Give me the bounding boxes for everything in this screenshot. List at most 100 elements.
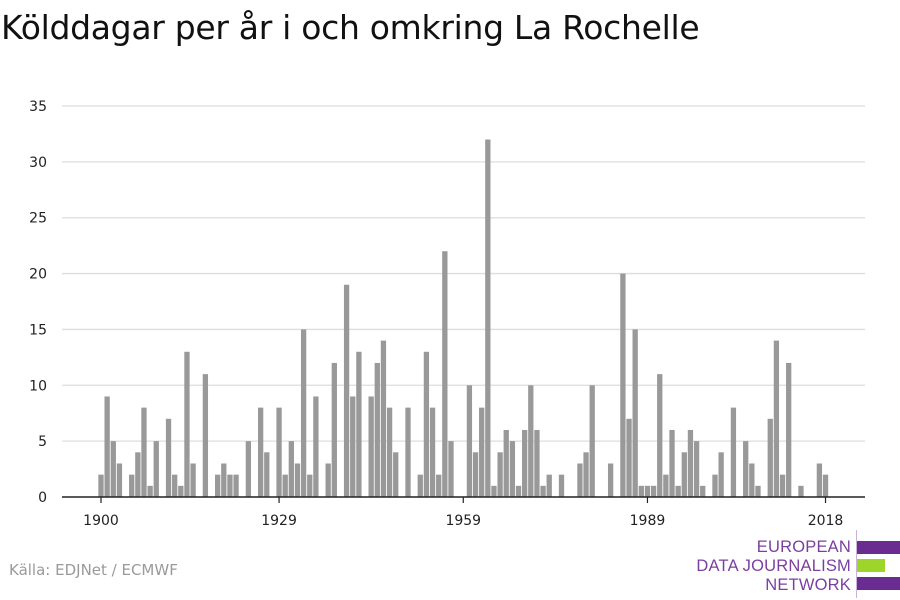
bar xyxy=(607,463,614,497)
bar xyxy=(816,463,823,497)
bar xyxy=(165,418,172,497)
bar xyxy=(798,485,804,497)
bar xyxy=(472,452,479,497)
y-tick-label: 5 xyxy=(38,434,47,450)
bar xyxy=(589,385,595,497)
bar xyxy=(779,474,786,497)
bar xyxy=(755,485,761,497)
bar xyxy=(583,452,589,497)
bar xyxy=(693,441,700,497)
bar xyxy=(307,474,313,497)
bar xyxy=(215,474,221,497)
bar xyxy=(202,374,209,497)
bar xyxy=(466,385,473,497)
bar xyxy=(325,463,331,497)
y-tick-label: 15 xyxy=(29,322,47,338)
bar xyxy=(227,474,233,497)
bar xyxy=(669,429,675,497)
y-tick-label: 20 xyxy=(29,267,47,283)
bar xyxy=(681,452,687,497)
bar xyxy=(129,474,135,497)
bar xyxy=(257,407,264,497)
bar xyxy=(135,452,141,497)
bar xyxy=(350,396,356,497)
bar xyxy=(276,407,282,497)
bar xyxy=(343,284,350,497)
logo-line-network: NETWORK xyxy=(765,576,851,594)
bar xyxy=(245,441,252,497)
bar xyxy=(264,452,270,497)
bar xyxy=(368,396,374,497)
bar xyxy=(638,485,644,497)
bar xyxy=(620,273,626,497)
y-tick-label: 10 xyxy=(29,378,47,394)
bar xyxy=(300,329,307,497)
bar xyxy=(436,474,442,497)
bar xyxy=(172,474,178,497)
x-tick-label: 1959 xyxy=(445,513,481,529)
bar xyxy=(650,485,657,497)
bar xyxy=(718,452,724,497)
source-note: Källa: EDJNet / ECMWF xyxy=(9,561,178,579)
edjnet-logo: EUROPEAN DATA JOURNALISM NETWORK xyxy=(696,530,900,600)
bar xyxy=(479,407,485,497)
bar xyxy=(491,485,497,497)
bar xyxy=(104,396,110,497)
bar xyxy=(657,374,663,497)
bar xyxy=(546,474,552,497)
bar xyxy=(184,351,190,497)
bar xyxy=(141,407,147,497)
bar xyxy=(675,485,681,497)
bar xyxy=(110,441,116,497)
bar xyxy=(663,474,669,497)
bar xyxy=(730,407,737,497)
bar xyxy=(485,139,491,497)
bar xyxy=(749,463,755,497)
bar xyxy=(515,485,522,497)
bar xyxy=(380,340,387,497)
bar xyxy=(626,418,632,497)
bar xyxy=(386,407,393,497)
x-tick-label: 1989 xyxy=(630,513,666,529)
bar xyxy=(116,463,123,497)
bar xyxy=(294,463,301,497)
bar xyxy=(540,485,546,497)
bar xyxy=(374,362,380,497)
x-tick-label: 2018 xyxy=(808,513,844,529)
bar xyxy=(712,474,718,497)
bar xyxy=(405,407,411,497)
bar xyxy=(577,463,583,497)
bar xyxy=(221,463,227,497)
bar xyxy=(153,441,159,497)
logo-purple-bar-bottom xyxy=(857,577,900,590)
logo-purple-bar-top xyxy=(857,541,900,554)
bar xyxy=(522,429,528,497)
logo-green-bar xyxy=(857,559,885,572)
bar xyxy=(147,485,153,497)
bar xyxy=(497,452,503,497)
bar xyxy=(822,474,829,497)
bar xyxy=(528,385,534,497)
logo-divider xyxy=(856,530,857,598)
x-tick-label: 1900 xyxy=(83,513,119,529)
bar xyxy=(356,351,362,497)
bar xyxy=(190,463,196,497)
bar xyxy=(282,474,288,497)
bar xyxy=(417,474,423,497)
chart-title: Kölddagar per år i och omkring La Rochel… xyxy=(1,8,700,47)
bar xyxy=(331,362,337,497)
bar xyxy=(743,441,749,497)
bar xyxy=(423,351,430,497)
x-tick-label: 1929 xyxy=(261,513,297,529)
logo-line-data-journalism: DATA JOURNALISM xyxy=(696,557,851,575)
bar xyxy=(503,429,509,497)
bar xyxy=(313,396,319,497)
bar xyxy=(773,340,780,497)
bar xyxy=(288,441,294,497)
bar xyxy=(558,474,565,497)
bar xyxy=(509,441,516,497)
bar xyxy=(786,362,792,497)
bar xyxy=(448,441,454,497)
bar xyxy=(700,485,706,497)
